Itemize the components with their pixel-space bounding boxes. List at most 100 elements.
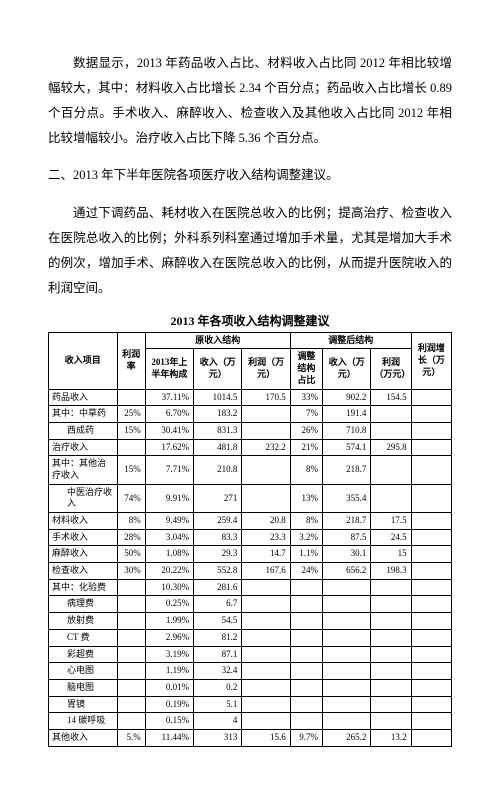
th-profit-w2: 利润（万元） [371,349,411,389]
cell-rate [117,646,145,663]
cell-orig-ratio: 2.96% [145,629,193,646]
table-row: 脑电图0.01%0.2 [49,679,452,696]
cell-orig-ratio: 7.71% [145,456,193,484]
cell-orig-profit: 15.6 [242,729,290,746]
cell-adj-ratio [290,663,322,680]
cell-adj-income: 30.1 [323,546,371,563]
cell-orig-income: 6.7 [194,596,242,613]
cell-orig-income: 0.2 [194,679,242,696]
cell-orig-income: 271 [194,484,242,512]
cell-adj-income: 87.5 [323,529,371,546]
cell-orig-ratio: 37.11% [145,389,193,406]
table-row: 彩超费3.19%87.1 [49,646,452,663]
cell-adj-income [323,646,371,663]
cell-label: 脑电图 [49,679,118,696]
cell-label: 放射费 [49,613,118,630]
cell-adj-profit [371,613,411,630]
cell-adj-ratio [290,613,322,630]
cell-label: CT 费 [49,629,118,646]
cell-rate: 50% [117,546,145,563]
cell-profit-grow [411,579,451,596]
cell-adj-ratio: 13% [290,484,322,512]
cell-adj-profit: 154.5 [371,389,411,406]
cell-orig-profit: 23.3 [242,529,290,546]
cell-adj-profit [371,629,411,646]
cell-adj-profit: 24.5 [371,529,411,546]
th-rate: 利润率 [117,332,145,389]
paragraph-1: 数据显示，2013 年药品收入占比、材料收入占比同 2012 年相比较增幅较大，… [48,51,452,151]
table-row: 手术收入28%3.04%83.323.33.2%87.524.5 [49,529,452,546]
cell-profit-grow [411,646,451,663]
cell-adj-income: 710.8 [323,422,371,439]
cell-orig-income: 313 [194,729,242,746]
cell-adj-ratio: 33% [290,389,322,406]
cell-rate [117,679,145,696]
cell-orig-income: 32.4 [194,663,242,680]
cell-profit-grow [411,439,451,456]
cell-orig-profit [242,456,290,484]
cell-orig-ratio: 10.30% [145,579,193,596]
cell-adj-ratio: 7% [290,406,322,423]
cell-orig-income: 4 [194,713,242,730]
cell-adj-income: 355.4 [323,484,371,512]
cell-profit-grow [411,422,451,439]
cell-orig-ratio: 1.99% [145,613,193,630]
cell-profit-grow [411,389,451,406]
cell-adj-profit [371,579,411,596]
table-row: 其中：中草药25%6.70%183.27%191.4 [49,406,452,423]
th-adj: 调整后结构 [290,332,411,349]
cell-orig-profit: 232.2 [242,439,290,456]
cell-adj-ratio [290,596,322,613]
cell-adj-ratio [290,696,322,713]
cell-orig-ratio: 3.04% [145,529,193,546]
cell-orig-ratio: 30.41% [145,422,193,439]
cell-rate [117,389,145,406]
th-item: 收入项目 [49,332,118,389]
cell-orig-ratio: 17.62% [145,439,193,456]
cell-rate [117,613,145,630]
cell-orig-income: 83.3 [194,529,242,546]
cell-rate [117,629,145,646]
cell-label: 药品收入 [49,389,118,406]
table-row: 材料收入8%9.49%259.420.88%218.717.5 [49,513,452,530]
cell-adj-profit: 295.8 [371,439,411,456]
cell-orig-profit [242,696,290,713]
cell-orig-profit [242,579,290,596]
cell-adj-income: 902.2 [323,389,371,406]
cell-adj-income: 191.4 [323,406,371,423]
th-half2013: 2013年上半年构成 [145,349,193,389]
cell-label: 治疗收入 [49,439,118,456]
cell-orig-profit [242,629,290,646]
cell-adj-income [323,696,371,713]
cell-label: 其中：化验费 [49,579,118,596]
th-orig: 原收入结构 [145,332,290,349]
cell-adj-profit [371,713,411,730]
cell-orig-income: 552.8 [194,563,242,580]
cell-adj-ratio: 9.7% [290,729,322,746]
cell-rate: 5.% [117,729,145,746]
cell-adj-profit [371,456,411,484]
th-profit-w: 利润（万元） [242,349,290,389]
cell-orig-profit [242,406,290,423]
table-row: 西成药15%30.41%831.326%710.8 [49,422,452,439]
cell-orig-ratio: 0.15% [145,713,193,730]
table-row: 中医治疗收入74%9.91%27113%355.4 [49,484,452,512]
cell-rate [117,439,145,456]
cell-rate [117,579,145,596]
cell-adj-profit [371,663,411,680]
cell-adj-ratio [290,713,322,730]
cell-orig-ratio: 1.19% [145,663,193,680]
cell-label: 中医治疗收入 [49,484,118,512]
cell-adj-ratio [290,579,322,596]
cell-orig-profit [242,484,290,512]
cell-rate [117,696,145,713]
cell-adj-profit [371,422,411,439]
cell-adj-ratio [290,646,322,663]
cell-rate: 30% [117,563,145,580]
cell-orig-profit [242,646,290,663]
cell-rate [117,713,145,730]
table-row: 其他收入5.%11.44%31315.69.7%265.213.2 [49,729,452,746]
cell-orig-income: 87.1 [194,646,242,663]
cell-profit-grow [411,729,451,746]
cell-orig-income: 5.1 [194,696,242,713]
